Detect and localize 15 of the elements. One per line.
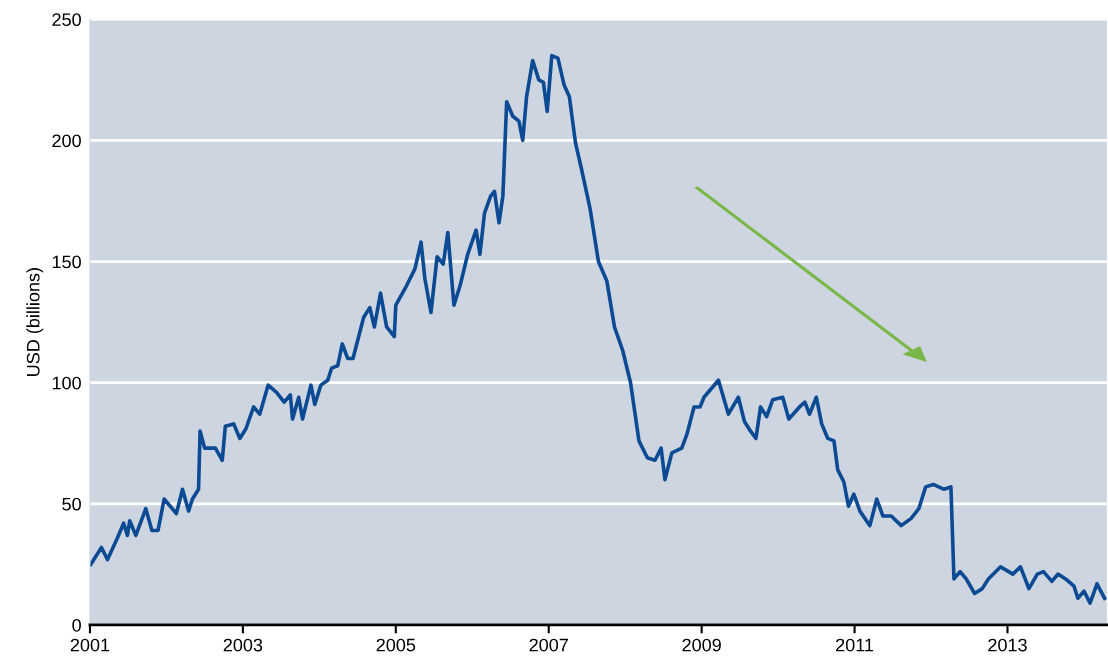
y-tick-label: 0 [72, 618, 81, 632]
y-tick-label: 250 [52, 13, 81, 27]
x-tick-label: 2001 [70, 638, 110, 652]
line-series [89, 53, 1107, 605]
y-tick-label: 150 [52, 255, 81, 269]
y-axis-title: USD (billions) [26, 268, 44, 376]
y-tick-label: 100 [52, 376, 81, 390]
x-tick-label: 2009 [682, 638, 721, 652]
y-tick-label: 200 [52, 134, 81, 148]
x-tick-label: 2007 [529, 638, 568, 652]
x-tick-label: 2003 [223, 638, 263, 652]
x-tick-label: 2005 [376, 638, 416, 652]
x-tick-label: 2013 [988, 638, 1027, 652]
y-tick-label: 50 [62, 497, 81, 511]
x-tick-label: 2011 [836, 638, 874, 652]
